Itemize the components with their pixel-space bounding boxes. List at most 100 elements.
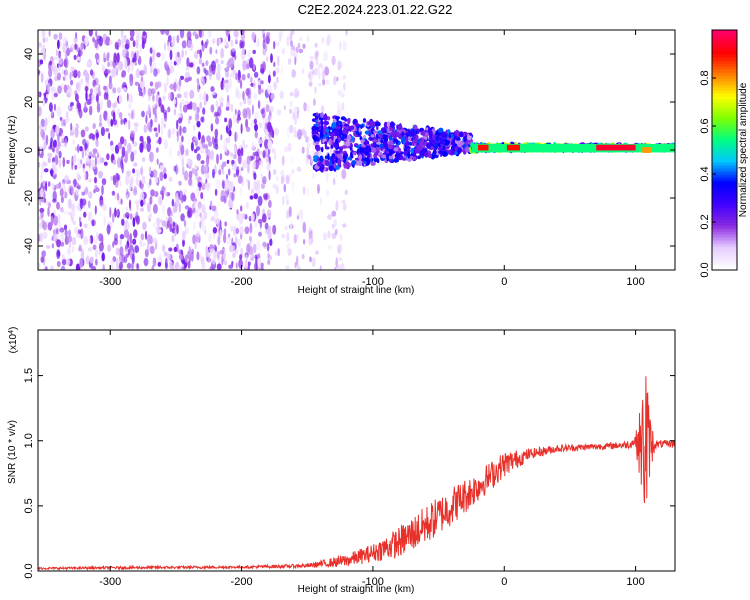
colorbar-segment	[712, 213, 737, 217]
colorbar-segment	[712, 87, 737, 91]
colorbar-label: Normalized spectral amplitude	[738, 82, 749, 217]
colorbar-segment	[712, 180, 737, 184]
colorbar-segment	[712, 111, 737, 115]
colorbar-segment	[712, 126, 737, 130]
colorbar-segment	[712, 216, 737, 220]
x-tick-label: -300	[99, 576, 121, 588]
colorbar-segment	[712, 219, 737, 223]
colorbar-segment	[712, 186, 737, 190]
colorbar-segment	[712, 174, 737, 178]
colorbar-segment	[712, 42, 737, 46]
colorbar-segment	[712, 54, 737, 58]
spectrogram-plot-area	[38, 30, 675, 270]
colorbar-segment	[712, 192, 737, 196]
snr-panel: -300 -200 -100 0 100 0.0 0.5 1.0 1.5 Height of s…	[7, 327, 676, 595]
colorbar-segment	[712, 168, 737, 172]
x-tick-label: 0	[501, 276, 507, 288]
colorbar-segment	[712, 246, 737, 250]
x-tick-label: -300	[99, 276, 121, 288]
spectral-peak	[596, 144, 636, 151]
colorbar-segment	[712, 144, 737, 148]
colorbar-segment	[712, 153, 737, 157]
colorbar-segment	[712, 210, 737, 214]
colorbar-segment	[712, 84, 737, 88]
colorbar-segment	[712, 48, 737, 52]
y-tick-label: 40	[23, 48, 35, 60]
y-tick-label: 1.5	[23, 368, 35, 383]
colorbar-segment	[712, 162, 737, 166]
spectrogram-region	[38, 30, 277, 270]
colorbar-segment	[712, 201, 737, 205]
figure-title: C2E2.2024.223.01.22.G22	[298, 2, 453, 17]
snr-y-multiplier: (x104)	[8, 327, 20, 354]
x-tick-label: -100	[362, 576, 384, 588]
colorbar-segment	[712, 99, 737, 103]
colorbar-segment	[712, 249, 737, 253]
colorbar-tick-label: 0.6	[699, 118, 711, 133]
snr-frame	[37, 329, 676, 572]
colorbar-segment	[712, 234, 737, 238]
x-tick-label: 100	[626, 576, 644, 588]
snr-line	[38, 376, 675, 571]
colorbar-segment	[712, 105, 737, 109]
y-tick-label: 20	[23, 96, 35, 108]
y-tick-label: 0	[23, 147, 35, 153]
spectral-peak	[506, 144, 521, 151]
colorbar-segment	[712, 207, 737, 211]
x-tick-label: 0	[501, 576, 507, 588]
colorbar-segment	[712, 177, 737, 181]
colorbar-segment	[712, 231, 737, 235]
snr-axes: -300 -200 -100 0 100 0.0 0.5 1.0 1.5	[23, 330, 675, 588]
colorbar-segment	[712, 39, 737, 43]
colorbar-segment	[712, 81, 737, 85]
colorbar-segment	[712, 93, 737, 97]
colorbar-segment	[712, 36, 737, 40]
colorbar-segment	[712, 57, 737, 61]
colorbar-segment	[712, 189, 737, 193]
colorbar-segment	[712, 261, 737, 265]
colorbar-segment	[712, 183, 737, 187]
colorbar-segment	[712, 222, 737, 226]
colorbar-segment	[712, 171, 737, 175]
colorbar-tick-label: 0.8	[699, 70, 711, 85]
spectrogram-region	[311, 112, 475, 173]
colorbar-segment	[712, 150, 737, 154]
x-tick-label: -100	[362, 276, 384, 288]
colorbar-segment	[712, 243, 737, 247]
carrier-band	[471, 144, 675, 153]
colorbar-segment	[712, 51, 737, 55]
spectral-peak	[477, 144, 489, 151]
colorbar-segment	[712, 267, 737, 271]
colorbar-segment	[712, 228, 737, 232]
colorbar-segment	[712, 90, 737, 94]
colorbar-segment	[712, 204, 737, 208]
colorbar-segment	[712, 165, 737, 169]
colorbar-segment	[712, 75, 737, 79]
colorbar-segment	[712, 198, 737, 202]
spectral-peak	[642, 147, 652, 153]
colorbar-gradient	[712, 30, 737, 271]
colorbar-segment	[712, 240, 737, 244]
colorbar-segment	[712, 33, 737, 37]
snr-x-axis-label: Height of straight line (km)	[298, 584, 415, 595]
colorbar-axes: 0.0 0.2 0.4 0.6 0.8	[699, 70, 716, 278]
y-tick-label: 0.5	[23, 498, 35, 513]
colorbar-segment	[712, 114, 737, 118]
spectrogram-x-axis-label: Height of straight line (km)	[298, 285, 415, 296]
colorbar-segment	[712, 117, 737, 121]
y-tick-label: 0.0	[23, 563, 35, 578]
colorbar-segment	[712, 141, 737, 145]
colorbar-segment	[712, 45, 737, 49]
colorbar-tick-label: 0.2	[699, 214, 711, 229]
colorbar-segment	[712, 138, 737, 142]
colorbar-segment	[712, 30, 737, 34]
colorbar-segment	[712, 96, 737, 100]
colorbar-tick-label: 0.4	[699, 166, 711, 181]
colorbar-segment	[712, 72, 737, 76]
colorbar-tick-label: 0.0	[699, 262, 711, 277]
colorbar-segment	[712, 237, 737, 241]
spectrogram-y-axis-label: Frequency (Hz)	[7, 116, 18, 185]
